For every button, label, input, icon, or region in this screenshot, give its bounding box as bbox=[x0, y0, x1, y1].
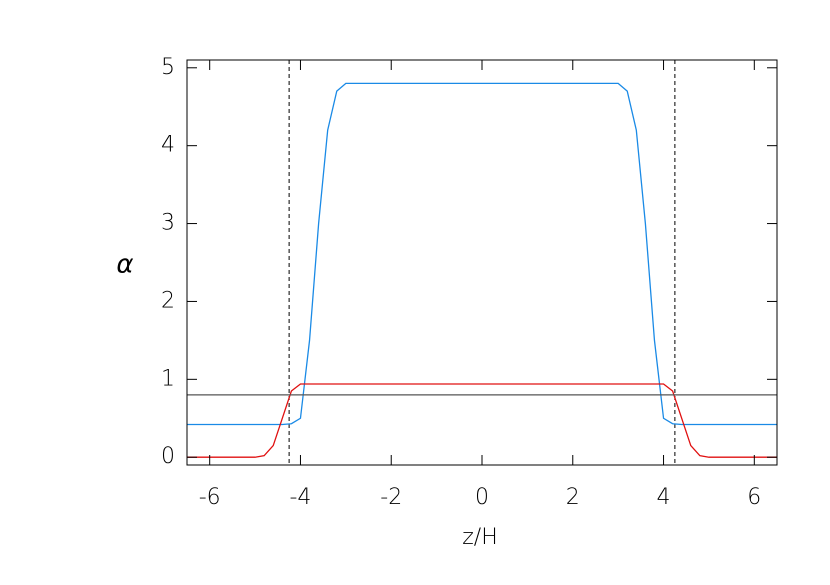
x-tick-label: 0 bbox=[475, 485, 489, 510]
x-tick-label: 4 bbox=[657, 485, 671, 510]
y-tick-label: 3 bbox=[161, 211, 175, 236]
y-tick-label: 1 bbox=[161, 366, 175, 391]
y-tick-label: 5 bbox=[161, 55, 175, 80]
y-tick-label: 0 bbox=[161, 444, 175, 469]
y-tick-label: 4 bbox=[161, 133, 175, 158]
line-series bbox=[187, 383, 777, 458]
x-tick-label: 6 bbox=[747, 485, 761, 510]
y-tick-label: 2 bbox=[161, 288, 175, 313]
x-tick-label: -2 bbox=[380, 485, 402, 510]
x-tick-label: -6 bbox=[199, 485, 221, 510]
y-axis-label: α bbox=[116, 250, 133, 280]
x-axis-label: z/H bbox=[462, 525, 498, 550]
x-tick-label: -4 bbox=[289, 485, 311, 510]
x-tick-label: 2 bbox=[566, 485, 580, 510]
